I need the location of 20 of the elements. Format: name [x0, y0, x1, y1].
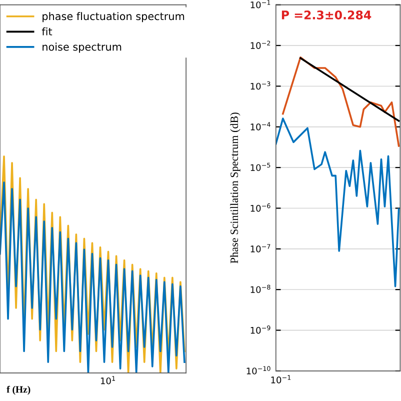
annotation: P =2.3±0.284 [282, 10, 372, 20]
y-axis-title: Phase Scintillation Spectrum (dB) [230, 112, 240, 264]
y-tick-label: 10$^{−8}$ [250, 284, 270, 294]
y-tick-label: 10$^{−9}$ [250, 325, 270, 334]
y-tick-label: 10$^{−7}$ [250, 244, 270, 252]
y-tick-label: 10$^{−1}$ [250, 0, 270, 8]
y-tick-label: 10$^{−2}$ [250, 40, 270, 49]
line-series [282, 56, 400, 147]
text: 10$^{−1}$ [271, 375, 291, 384]
legend-label: phase fluctuation spectrum [42, 12, 184, 22]
y-tick-label: 10$^{−5}$ [250, 162, 270, 172]
y-tick-label: 10$^{−3}$ [250, 81, 270, 90]
y-tick-label: 10$^{−4}$ [250, 122, 270, 130]
y-tick-label: 10$^{−6}$ [250, 203, 270, 212]
legend-label: noise spectrum [42, 42, 122, 53]
text: 10$^{1}$ [100, 376, 115, 384]
legend-label: fit [42, 27, 52, 36]
y-tick-label: 10$^{−10}$ [246, 366, 270, 374]
x-axis-title: f (Hz) [6, 386, 30, 395]
line-series [276, 118, 400, 288]
